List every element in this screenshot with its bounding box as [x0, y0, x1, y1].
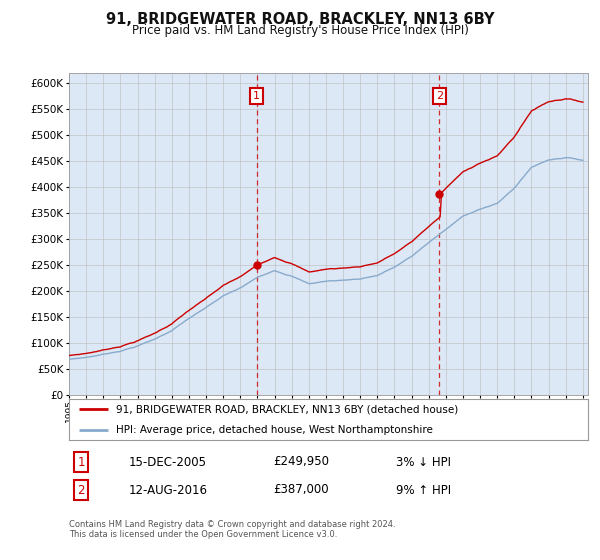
Text: 91, BRIDGEWATER ROAD, BRACKLEY, NN13 6BY: 91, BRIDGEWATER ROAD, BRACKLEY, NN13 6BY — [106, 12, 494, 27]
Text: 3% ↓ HPI: 3% ↓ HPI — [396, 455, 451, 469]
Text: 12-AUG-2016: 12-AUG-2016 — [129, 483, 208, 497]
Text: 15-DEC-2005: 15-DEC-2005 — [129, 455, 207, 469]
Text: 9% ↑ HPI: 9% ↑ HPI — [396, 483, 451, 497]
Text: 1: 1 — [253, 91, 260, 101]
Text: Contains HM Land Registry data © Crown copyright and database right 2024.
This d: Contains HM Land Registry data © Crown c… — [69, 520, 395, 539]
Text: 91, BRIDGEWATER ROAD, BRACKLEY, NN13 6BY (detached house): 91, BRIDGEWATER ROAD, BRACKLEY, NN13 6BY… — [116, 404, 458, 414]
Text: 2: 2 — [77, 483, 85, 497]
Text: £249,950: £249,950 — [273, 455, 329, 469]
Text: HPI: Average price, detached house, West Northamptonshire: HPI: Average price, detached house, West… — [116, 424, 433, 435]
Text: 2: 2 — [436, 91, 443, 101]
Text: £387,000: £387,000 — [273, 483, 329, 497]
Text: 1: 1 — [77, 455, 85, 469]
Text: Price paid vs. HM Land Registry's House Price Index (HPI): Price paid vs. HM Land Registry's House … — [131, 24, 469, 36]
